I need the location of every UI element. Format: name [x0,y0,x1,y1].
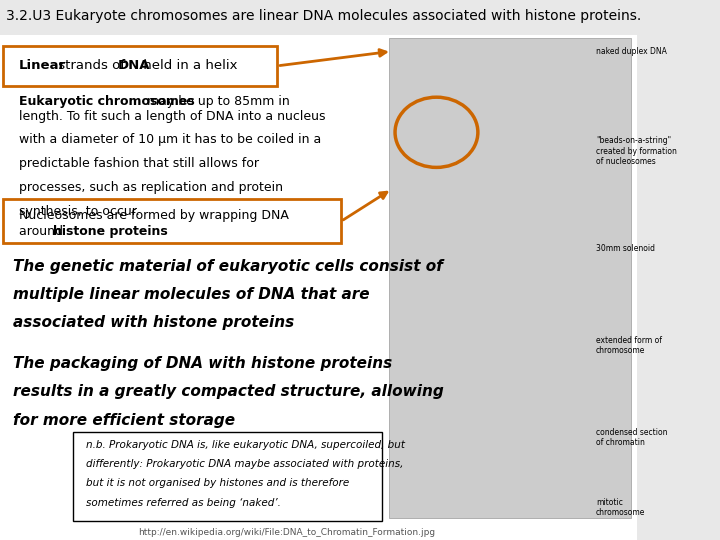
Text: sometimes referred as being ‘naked’.: sometimes referred as being ‘naked’. [86,498,281,508]
Text: histone proteins: histone proteins [53,225,168,238]
Text: around: around [19,225,67,238]
FancyBboxPatch shape [0,35,637,540]
Text: condensed section
of chromatin: condensed section of chromatin [595,428,667,447]
FancyBboxPatch shape [0,0,637,35]
Text: Linear: Linear [19,59,66,72]
Text: associated with histone proteins: associated with histone proteins [13,315,294,330]
Text: "beads-on-a-string"
created by formation
of nucleosomes: "beads-on-a-string" created by formation… [595,136,677,166]
Text: for more efficient storage: for more efficient storage [13,413,235,428]
Text: results in a greatly compacted structure, allowing: results in a greatly compacted structure… [13,384,444,400]
Text: processes, such as replication and protein: processes, such as replication and prote… [19,181,283,194]
Text: The packaging of DNA with histone proteins: The packaging of DNA with histone protei… [13,356,392,372]
Text: 3.2.U3 Eukaryote chromosomes are linear DNA molecules associated with histone pr: 3.2.U3 Eukaryote chromosomes are linear … [6,9,642,23]
FancyBboxPatch shape [3,46,277,86]
Text: predictable fashion that still allows for: predictable fashion that still allows fo… [19,157,259,170]
Text: multiple linear molecules of DNA that are: multiple linear molecules of DNA that ar… [13,287,369,302]
Text: differently: Prokaryotic DNA maybe associated with proteins,: differently: Prokaryotic DNA maybe assoc… [86,459,403,469]
Text: may be up to 85mm in: may be up to 85mm in [143,94,290,107]
Text: The genetic material of eukaryotic cells consist of: The genetic material of eukaryotic cells… [13,259,443,274]
Text: http://en.wikipedia.org/wiki/File:DNA_to_Chromatin_Formation.jpg: http://en.wikipedia.org/wiki/File:DNA_to… [138,528,436,537]
Text: 30mm solenoid: 30mm solenoid [595,244,654,253]
Text: extended form of
chromosome: extended form of chromosome [595,336,662,355]
Text: n.b. Prokaryotic DNA is, like eukaryotic DNA, supercoiled, but: n.b. Prokaryotic DNA is, like eukaryotic… [86,440,405,450]
FancyBboxPatch shape [3,199,341,243]
Text: DNA: DNA [118,59,150,72]
Text: but it is not organised by histones and is therefore: but it is not organised by histones and … [86,478,349,489]
Text: naked duplex DNA: naked duplex DNA [595,47,667,56]
Text: with a diameter of 10 μm it has to be coiled in a: with a diameter of 10 μm it has to be co… [19,133,321,146]
Text: strands of: strands of [54,59,130,72]
Text: mitotic
chromosome: mitotic chromosome [595,498,645,517]
Text: synthesis, to occur.: synthesis, to occur. [19,205,140,218]
Text: Nucleosomes are formed by wrapping DNA: Nucleosomes are formed by wrapping DNA [19,210,289,222]
Text: Eukaryotic chromosomes: Eukaryotic chromosomes [19,94,195,107]
FancyBboxPatch shape [73,432,382,521]
FancyBboxPatch shape [389,38,631,518]
Text: length. To fit such a length of DNA into a nucleus: length. To fit such a length of DNA into… [19,110,325,123]
Text: held in a helix: held in a helix [139,59,238,72]
